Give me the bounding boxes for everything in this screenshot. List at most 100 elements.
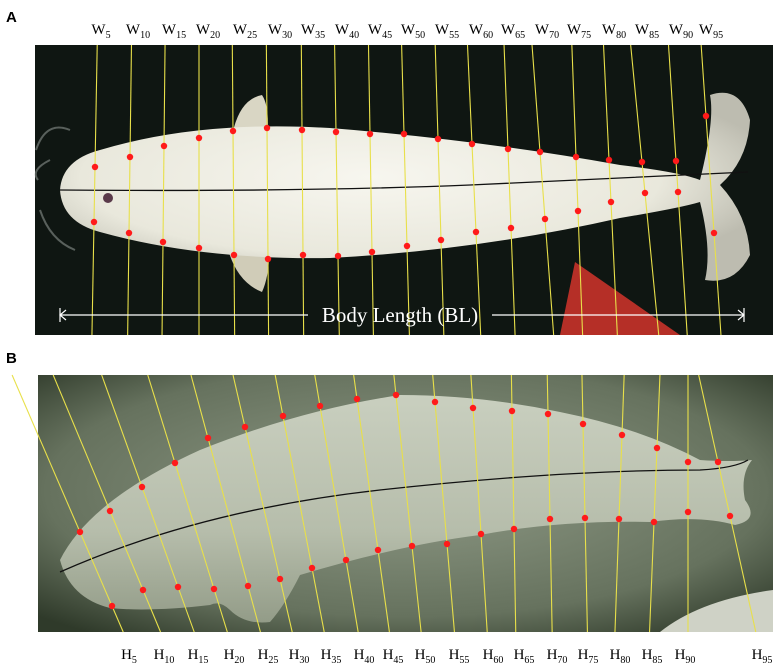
label-subscript: 5 (132, 655, 137, 665)
label-base: W (368, 22, 383, 38)
label-subscript: 40 (349, 30, 359, 41)
landmark-dot (139, 484, 145, 490)
label-subscript: 55 (459, 655, 469, 665)
landmark-dot (616, 516, 622, 522)
label-subscript: 20 (234, 655, 244, 665)
label-subscript: 35 (315, 30, 325, 41)
landmark-dot (369, 249, 375, 255)
label-base: H (121, 647, 132, 663)
landmark-dot (127, 154, 133, 160)
panel-label: A (6, 9, 17, 26)
measure-label: W40 (335, 22, 359, 41)
label-subscript: 5 (106, 30, 111, 41)
measure-label: H65 (514, 647, 535, 665)
label-base: W (233, 22, 248, 38)
label-subscript: 50 (415, 30, 425, 41)
measure-label: W80 (602, 22, 626, 41)
panel-b-photo (12, 375, 773, 632)
landmark-dot (606, 157, 612, 163)
measure-label: W55 (435, 22, 459, 41)
label-base: W (301, 22, 316, 38)
label-subscript: 75 (581, 30, 591, 41)
label-base: W (469, 22, 484, 38)
measure-label: W50 (401, 22, 425, 41)
landmark-dot (444, 541, 450, 547)
landmark-dot (608, 199, 614, 205)
measure-label: W85 (635, 22, 659, 41)
label-subscript: 80 (620, 655, 630, 665)
label-base: H (188, 647, 199, 663)
label-subscript: 10 (164, 655, 174, 665)
landmark-dot (580, 421, 586, 427)
label-base: W (335, 22, 350, 38)
label-base: H (547, 647, 558, 663)
label-base: W (567, 22, 582, 38)
label-base: W (91, 22, 106, 38)
label-base: H (415, 647, 426, 663)
landmark-dot (354, 396, 360, 402)
label-subscript: 70 (549, 30, 559, 41)
landmark-dot (367, 131, 373, 137)
label-base: W (162, 22, 177, 38)
measure-label: H50 (415, 647, 436, 665)
label-base: H (354, 647, 365, 663)
label-subscript: 95 (713, 30, 723, 41)
landmark-dot (654, 445, 660, 451)
measure-label: H35 (321, 647, 342, 665)
label-subscript: 80 (616, 30, 626, 41)
label-subscript: 30 (299, 655, 309, 665)
landmark-dot (317, 403, 323, 409)
figure: A B Body Length (BL) W5W10W15W20W25W30W3… (0, 0, 773, 665)
label-subscript: 25 (268, 655, 278, 665)
label-base: H (578, 647, 589, 663)
landmark-dot (509, 408, 515, 414)
landmark-dot (727, 513, 733, 519)
landmark-dot (92, 164, 98, 170)
landmark-dot (107, 508, 113, 514)
label-subscript: 10 (140, 30, 150, 41)
measure-label: H75 (578, 647, 599, 665)
measure-label: W5 (91, 22, 110, 41)
landmark-dot (703, 113, 709, 119)
label-base: H (642, 647, 653, 663)
label-subscript: 60 (483, 30, 493, 41)
blowhole (103, 193, 113, 203)
landmark-dot (299, 127, 305, 133)
label-subscript: 30 (282, 30, 292, 41)
label-subscript: 65 (524, 655, 534, 665)
label-base: H (224, 647, 235, 663)
label-subscript: 50 (425, 655, 435, 665)
measure-label: H45 (383, 647, 404, 665)
landmark-dot (478, 531, 484, 537)
measure-label: H15 (188, 647, 209, 665)
label-subscript: 45 (393, 655, 403, 665)
landmark-dot (264, 125, 270, 131)
bl-label: Body Length (BL) (322, 303, 478, 327)
label-base: H (289, 647, 300, 663)
label-base: H (258, 647, 269, 663)
label-subscript: 20 (210, 30, 220, 41)
label-base: H (449, 647, 460, 663)
panel-label: B (6, 350, 17, 367)
measure-label: W35 (301, 22, 325, 41)
measure-label: H70 (547, 647, 568, 665)
measure-label: W30 (268, 22, 292, 41)
landmark-dot (673, 158, 679, 164)
landmark-dot (470, 405, 476, 411)
measure-label: H85 (642, 647, 663, 665)
label-base: H (675, 647, 686, 663)
label-subscript: 95 (762, 655, 772, 665)
landmark-dot (685, 459, 691, 465)
landmark-dot (160, 239, 166, 245)
measure-label: H90 (675, 647, 696, 665)
measure-label: W20 (196, 22, 220, 41)
landmark-dot (573, 154, 579, 160)
landmark-dot (280, 413, 286, 419)
landmark-dot (575, 208, 581, 214)
measure-label: H80 (610, 647, 631, 665)
landmark-dot (333, 129, 339, 135)
landmark-dot (409, 543, 415, 549)
landmark-dot (196, 135, 202, 141)
label-base: W (268, 22, 283, 38)
measure-label: W90 (669, 22, 693, 41)
